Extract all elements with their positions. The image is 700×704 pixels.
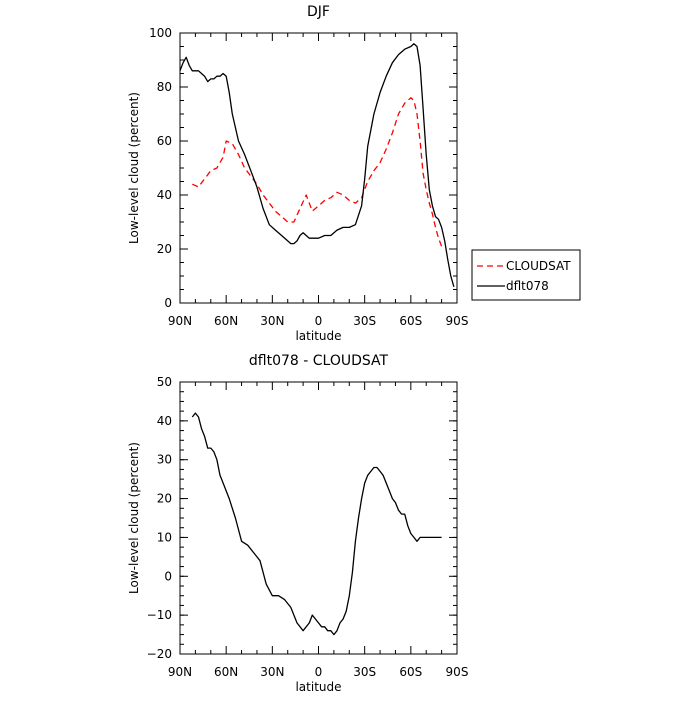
x-axis-label: latitude xyxy=(295,329,341,343)
x-tick-label: 30N xyxy=(260,314,284,328)
y-tick-label: −10 xyxy=(147,608,172,622)
x-tick-label: 60N xyxy=(214,665,238,679)
x-tick-label: 90S xyxy=(446,314,469,328)
y-tick-label: 0 xyxy=(164,569,172,583)
y-tick-label: 40 xyxy=(157,188,172,202)
x-axis-label: latitude xyxy=(295,680,341,694)
x-tick-label: 60S xyxy=(399,665,422,679)
y-tick-label: 20 xyxy=(157,492,172,506)
legend-label: CLOUDSAT xyxy=(506,259,571,273)
x-tick-label: 90S xyxy=(446,665,469,679)
x-tick-label: 30S xyxy=(353,314,376,328)
y-tick-label: 80 xyxy=(157,80,172,94)
legend: CLOUDSAT dflt078 xyxy=(471,249,581,301)
y-tick-label: 100 xyxy=(149,26,172,40)
legend-box xyxy=(471,249,581,301)
series-line-dflt078 xyxy=(179,43,455,287)
x-tick-label: 60N xyxy=(214,314,238,328)
y-tick-label: 40 xyxy=(157,414,172,428)
y-tick-label: −20 xyxy=(147,647,172,661)
x-tick-label: 0 xyxy=(315,314,323,328)
y-tick-label: 10 xyxy=(157,530,172,544)
chart-title: dflt078 - CLOUDSAT xyxy=(249,353,389,369)
y-axis-label: Low-level cloud (percent) xyxy=(127,92,141,244)
series-line-difference xyxy=(191,412,442,636)
bottom-plot: 90N 60N 30N 0 30S 60S 90S −20 −10 0 10 20 30 40 50 dflt… xyxy=(127,353,468,694)
x-tick-label: 30N xyxy=(260,665,284,679)
y-tick-label: 60 xyxy=(157,134,172,148)
chart-title: DJF xyxy=(307,4,330,20)
x-tick-label: 0 xyxy=(315,665,323,679)
series-line-cloudsat xyxy=(192,97,443,247)
x-tick-label: 90N xyxy=(168,314,192,328)
x-tick-label: 30S xyxy=(353,665,376,679)
y-tick-label: 20 xyxy=(157,242,172,256)
x-tick-label: 60S xyxy=(399,314,422,328)
x-tick-label: 90N xyxy=(168,665,192,679)
y-tick-label: 50 xyxy=(157,375,172,389)
y-tick-label: 30 xyxy=(157,453,172,467)
legend-label: dflt078 xyxy=(506,279,549,293)
y-tick-label: 0 xyxy=(164,296,172,310)
y-axis-label: Low-level cloud (percent) xyxy=(127,442,141,594)
top-plot: 90N 60N 30N 0 30S 60S 90S 0 20 40 60 80 100 DJF latitu… xyxy=(127,4,468,343)
